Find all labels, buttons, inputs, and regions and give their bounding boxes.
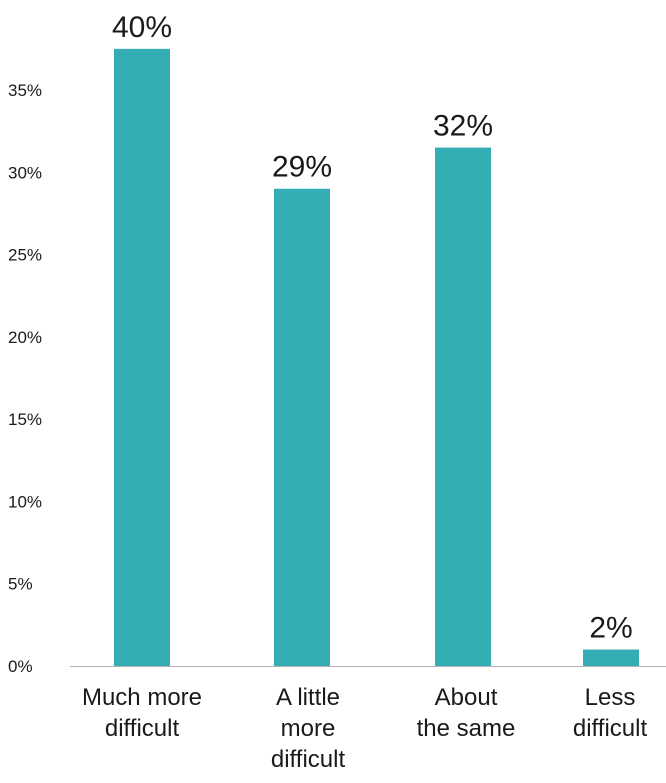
x-tick-label-line: the same: [417, 715, 516, 742]
y-tick-label: 35%: [8, 81, 42, 100]
x-tick-label-line: difficult: [573, 715, 648, 742]
x-tick-label-line: About: [435, 684, 498, 711]
x-tick-label-line: difficult: [271, 746, 346, 773]
x-tick-label-line: Much more: [82, 684, 202, 711]
x-tick-label-line: A little: [276, 684, 340, 711]
x-tick-label-line: more: [281, 715, 336, 742]
y-tick-label: 10%: [8, 492, 42, 511]
x-tick-label: Less difficult: [573, 684, 648, 742]
x-tick-label-line: difficult: [105, 715, 180, 742]
data-label: 40%: [112, 11, 172, 44]
data-label: 32%: [433, 110, 493, 143]
x-tick-label: About the same: [417, 684, 516, 742]
y-tick-label: 25%: [8, 246, 42, 265]
bar: [274, 188, 330, 666]
y-tick-label: 0%: [8, 657, 33, 676]
y-axis-ticks: 0% 5% 10% 15% 20% 25% 30% 35%: [8, 81, 42, 676]
bars: [114, 48, 639, 667]
bar: [114, 48, 170, 667]
data-labels: 40% 29% 32% 2%: [112, 11, 633, 645]
y-tick-label: 15%: [8, 410, 42, 429]
data-label: 2%: [589, 612, 632, 645]
bar: [583, 649, 639, 666]
x-tick-label-line: Less: [585, 684, 636, 711]
bar: [435, 147, 491, 667]
y-tick-label: 5%: [8, 575, 33, 594]
y-tick-label: 30%: [8, 163, 42, 182]
x-tick-label: Much more difficult: [82, 684, 202, 742]
x-tick-label: A little more difficult: [271, 684, 346, 773]
data-label: 29%: [272, 151, 332, 184]
y-tick-label: 20%: [8, 328, 42, 347]
